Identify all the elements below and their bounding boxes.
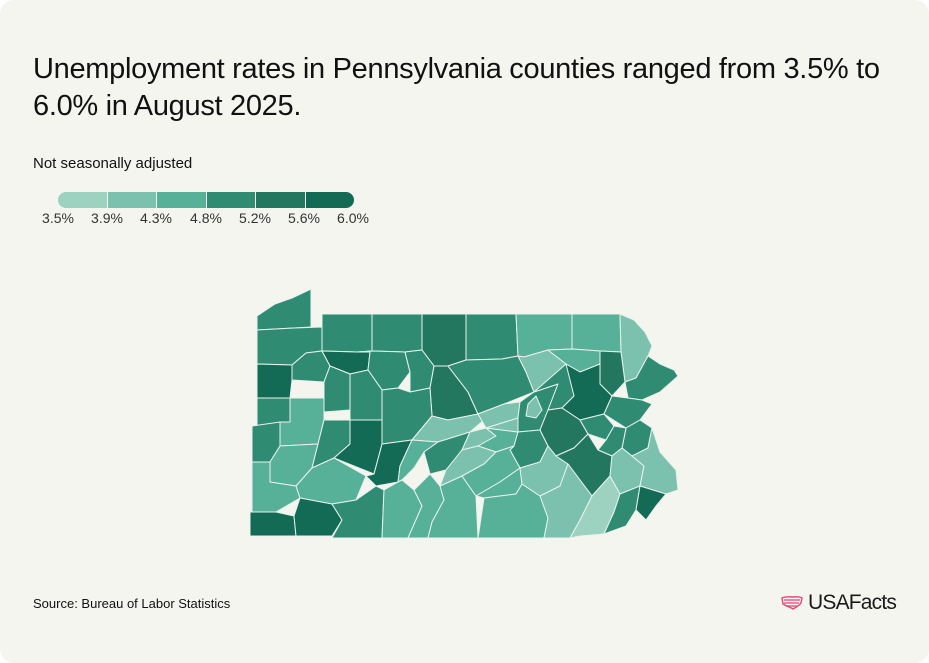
usa-flag-map-icon — [781, 596, 803, 610]
brand-name: USAFacts — [808, 591, 897, 614]
usafacts-logo: USAFacts — [780, 591, 897, 615]
legend-swatch-3 — [157, 192, 207, 208]
legend-swatch-2 — [107, 192, 157, 208]
county-mckean — [371, 313, 423, 353]
county-philadelphia — [635, 485, 667, 521]
chart-title: Unemployment rates in Pennsylvania count… — [33, 53, 880, 122]
legend-label: 3.5% — [42, 210, 74, 226]
legend-label: 6.0% — [337, 210, 369, 226]
legend-label: 4.8% — [190, 210, 222, 226]
source-note: Source: Bureau of Labor Statistics — [33, 596, 231, 611]
county-susquehanna — [571, 313, 622, 353]
county-erie — [256, 288, 312, 331]
legend-swatch-1 — [58, 192, 108, 208]
county-bucks — [631, 427, 679, 495]
legend-swatch-4 — [206, 192, 256, 208]
county-warren — [321, 313, 373, 353]
county-clarion — [323, 365, 351, 413]
legend-swatch-5 — [256, 192, 306, 208]
legend-swatch-6 — [305, 192, 354, 208]
county-tioga — [465, 313, 519, 361]
color-legend: 3.5% 3.9% 4.3% 4.8% 5.2% 5.6% 6.0% — [33, 190, 383, 230]
county-snyder — [485, 417, 519, 433]
chart-subtitle: Not seasonally adjusted — [33, 155, 193, 172]
legend-color-bar — [58, 192, 354, 208]
county-mercer — [256, 363, 293, 399]
legend-label: 3.9% — [91, 210, 123, 226]
legend-label: 4.3% — [140, 210, 172, 226]
county-greene — [249, 511, 297, 537]
county-montour — [525, 395, 543, 419]
legend-label: 5.6% — [288, 210, 320, 226]
legend-label: 5.2% — [239, 210, 271, 226]
